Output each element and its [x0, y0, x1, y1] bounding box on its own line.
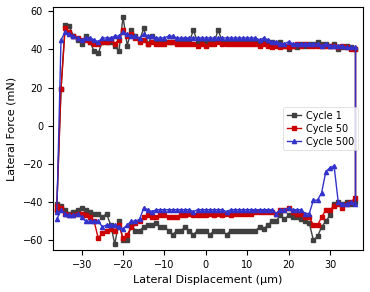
- Cycle 1: [315, 40, 320, 44]
- Cycle 50: [315, 44, 320, 47]
- Cycle 50: [307, 44, 312, 47]
- Line: Cycle 1: Cycle 1: [55, 15, 357, 206]
- Cycle 50: [63, 27, 67, 30]
- Cycle 500: [315, 42, 320, 46]
- Cycle 500: [55, 210, 59, 213]
- Cycle 50: [328, 44, 332, 47]
- Cycle 500: [125, 32, 130, 36]
- Cycle 500: [328, 44, 332, 47]
- X-axis label: Lateral Displacement (μm): Lateral Displacement (μm): [133, 275, 283, 285]
- Cycle 1: [121, 15, 125, 19]
- Cycle 50: [55, 204, 59, 208]
- Cycle 50: [353, 48, 357, 51]
- Cycle 50: [158, 42, 162, 46]
- Cycle 1: [328, 44, 332, 47]
- Cycle 1: [208, 40, 212, 44]
- Cycle 50: [208, 42, 212, 46]
- Cycle 50: [125, 34, 130, 38]
- Y-axis label: Lateral Force (mN): Lateral Force (mN): [7, 77, 17, 181]
- Line: Cycle 50: Cycle 50: [55, 26, 357, 208]
- Cycle 500: [353, 46, 357, 49]
- Line: Cycle 500: Cycle 500: [55, 30, 357, 214]
- Cycle 500: [158, 36, 162, 40]
- Cycle 1: [158, 40, 162, 44]
- Legend: Cycle 1, Cycle 50, Cycle 500: Cycle 1, Cycle 50, Cycle 500: [283, 107, 358, 150]
- Cycle 1: [125, 44, 130, 47]
- Cycle 1: [55, 202, 59, 206]
- Cycle 1: [307, 42, 312, 46]
- Cycle 500: [208, 36, 212, 40]
- Cycle 500: [63, 30, 67, 34]
- Cycle 1: [353, 48, 357, 51]
- Cycle 500: [307, 42, 312, 46]
